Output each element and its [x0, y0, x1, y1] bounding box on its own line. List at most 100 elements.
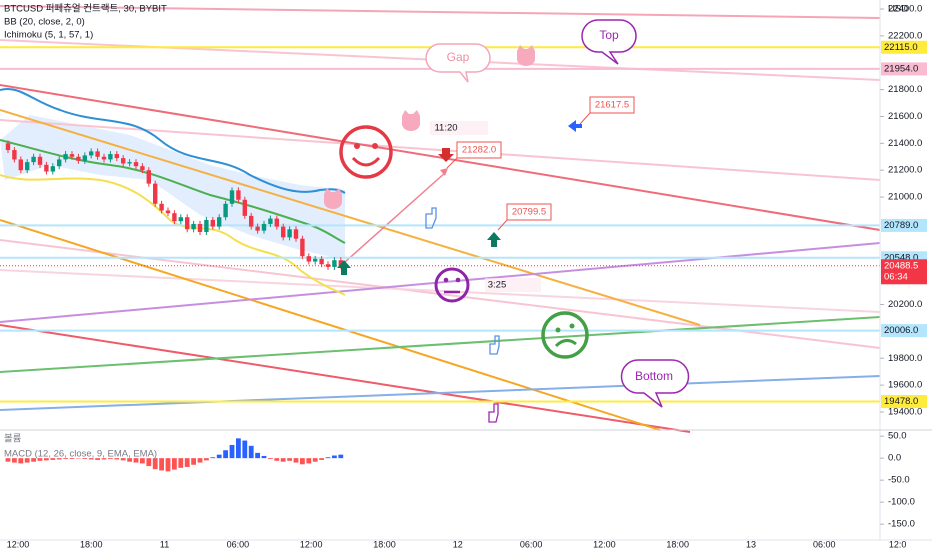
cat-icons [324, 45, 535, 209]
trendline [0, 109, 701, 326]
candle-body [178, 217, 183, 222]
candle-body [319, 258, 324, 265]
last-price-label: 20488.5 [884, 260, 918, 271]
y-tick-label: 21400.0 [888, 138, 922, 149]
candle-body [191, 223, 196, 230]
candle-body [197, 223, 203, 232]
candle-body [31, 156, 36, 163]
x-tick-label: 06:00 [813, 539, 836, 549]
mouth [554, 339, 577, 348]
histogram-bar [325, 457, 331, 459]
histogram-bar [63, 458, 68, 460]
eye [443, 277, 449, 283]
eye [372, 143, 378, 149]
hand-icon [425, 207, 437, 229]
price-box-text: 20799.5 [512, 207, 546, 218]
candle-body [281, 226, 286, 238]
annotations: Gap Top Bottom 21617.5 21282.0 20799.5 1… [324, 19, 690, 423]
price-tag-label: 20006.0 [884, 325, 918, 336]
pointer [497, 219, 508, 231]
histogram-bar [165, 458, 171, 472]
histogram-bar [204, 458, 209, 461]
eye [555, 327, 561, 333]
price-box [456, 141, 502, 159]
candle-body [261, 223, 267, 231]
price-tag-label: 20789.0 [884, 220, 918, 231]
level-lines [0, 46, 880, 403]
histogram-bar [95, 458, 100, 460]
histogram-bar [114, 458, 120, 460]
arrow-icon [337, 260, 351, 275]
x-tick-label: 13 [746, 539, 756, 549]
arrow-icon [487, 232, 501, 247]
candle-body [44, 164, 49, 172]
histogram-bar [261, 455, 267, 459]
bb-basis [0, 139, 346, 244]
price-tag [881, 40, 927, 54]
histogram-bar [24, 458, 30, 463]
histogram-bar [248, 445, 254, 459]
y-tick-label: -150.0 [888, 519, 915, 530]
price-tag [881, 62, 927, 76]
pointer [579, 112, 591, 125]
candle-body [325, 264, 331, 267]
eye [455, 277, 461, 283]
trendline [0, 219, 661, 431]
candle-body [5, 143, 11, 151]
arrow-line [344, 171, 447, 263]
histogram-bar [120, 458, 126, 461]
callout-text: Top [599, 28, 619, 42]
hand-icon [488, 403, 499, 423]
callout [620, 359, 690, 408]
eye [354, 143, 360, 149]
unit-label: USD [888, 4, 908, 15]
histogram-bar [88, 458, 94, 460]
histogram-bar [255, 452, 260, 459]
callout [425, 43, 491, 83]
candle-body [268, 218, 273, 224]
candle-body [300, 238, 305, 257]
macd-pane [5, 438, 344, 472]
histogram-bar [306, 458, 312, 464]
time-text: 11:20 [434, 123, 457, 134]
x-tick-label: 11 [160, 539, 169, 549]
y-tick-label: 50.0 [888, 431, 907, 442]
candle-body [146, 170, 151, 184]
candle-body [114, 154, 119, 159]
y-tick-label: -100.0 [888, 497, 915, 508]
x-tick-label: 06:00 [227, 539, 250, 549]
histogram-bar [69, 458, 75, 460]
candle-body [37, 156, 43, 165]
time-text: 3:25 [488, 280, 507, 291]
legend-indicator: BB (20, close, 2, 0) [4, 17, 85, 28]
histogram-bar [31, 458, 36, 462]
candle-body [204, 219, 209, 232]
histogram-bar [50, 458, 56, 460]
candle-body [153, 183, 158, 204]
price-tag [881, 395, 927, 409]
trendline [0, 316, 881, 373]
trendline [0, 269, 881, 313]
candle-body [101, 156, 107, 160]
smiley-happy [339, 125, 393, 179]
legend-title: BTCUSD 퍼페츄얼 컨트랙트, 30, BYBIT [4, 4, 167, 15]
histogram-bar [312, 458, 318, 462]
candle-body [229, 190, 235, 204]
y-tick-label: 19800.0 [888, 353, 922, 364]
candle-body [95, 151, 100, 157]
candle-body [82, 155, 87, 161]
trendline [0, 324, 691, 433]
histogram-bar [319, 458, 324, 460]
candle-body [293, 229, 299, 239]
candle-body [63, 154, 68, 160]
histogram-bar [242, 440, 248, 459]
histogram-bar [172, 458, 177, 470]
trendline [0, 5, 881, 19]
histogram-bar [56, 458, 62, 460]
countdown-label: 06:34 [884, 271, 908, 282]
candle-body [306, 256, 311, 262]
trendline [0, 84, 881, 231]
price-tag-label: 20548.0 [884, 252, 918, 263]
candle-body [25, 162, 30, 171]
